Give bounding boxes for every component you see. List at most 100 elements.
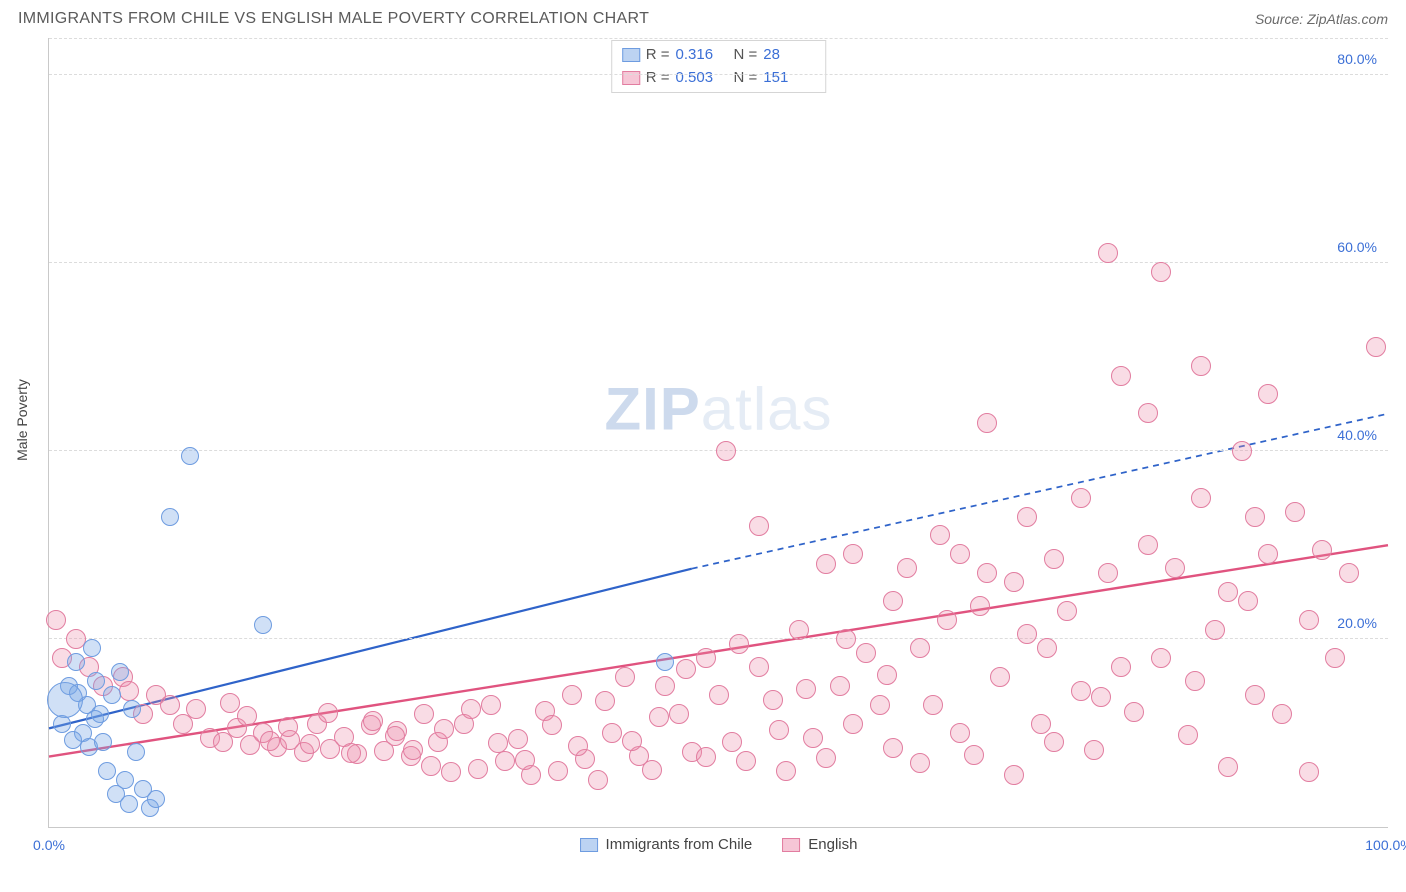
data-point — [548, 761, 568, 781]
data-point — [1185, 671, 1205, 691]
data-point — [897, 558, 917, 578]
data-point — [1071, 681, 1091, 701]
data-point — [385, 726, 405, 746]
data-point — [910, 638, 930, 658]
data-point — [830, 676, 850, 696]
stat-n-english: 151 — [763, 67, 815, 90]
data-point — [870, 695, 890, 715]
watermark: ZIPatlas — [604, 374, 832, 443]
data-point — [1165, 558, 1185, 578]
data-point — [495, 751, 515, 771]
data-point — [568, 736, 588, 756]
data-point — [990, 667, 1010, 687]
data-point — [1178, 725, 1198, 745]
data-point — [111, 663, 129, 681]
data-point — [341, 743, 361, 763]
data-point — [1366, 337, 1386, 357]
data-point — [83, 639, 101, 657]
data-point — [1037, 638, 1057, 658]
data-point — [181, 447, 199, 465]
data-point — [803, 728, 823, 748]
swatch-chile — [622, 48, 640, 62]
stat-label-r: R = — [646, 67, 670, 90]
data-point — [816, 554, 836, 574]
data-point — [1238, 591, 1258, 611]
data-point — [696, 747, 716, 767]
legend-item-chile: Immigrants from Chile — [580, 836, 753, 853]
data-point — [856, 643, 876, 663]
data-point — [186, 699, 206, 719]
data-point — [1098, 563, 1118, 583]
data-point — [562, 685, 582, 705]
data-point — [116, 771, 134, 789]
data-point — [1098, 243, 1118, 263]
stats-row-chile: R = 0.316 N = 28 — [622, 44, 816, 67]
data-point — [1044, 732, 1064, 752]
chart-plot-area: ZIPatlas R = 0.316 N = 28 R = 0.503 N = … — [48, 38, 1388, 828]
data-point — [1111, 366, 1131, 386]
data-point — [318, 703, 338, 723]
data-point — [736, 751, 756, 771]
data-point — [1258, 544, 1278, 564]
legend-label-chile: Immigrants from Chile — [606, 836, 753, 853]
data-point — [1205, 620, 1225, 640]
data-point — [843, 714, 863, 734]
data-point — [1124, 702, 1144, 722]
data-point — [300, 734, 320, 754]
stats-legend: R = 0.316 N = 28 R = 0.503 N = 151 — [611, 40, 827, 93]
data-point — [120, 795, 138, 813]
data-point — [923, 695, 943, 715]
data-point — [1111, 657, 1131, 677]
data-point — [87, 672, 105, 690]
data-point — [1091, 687, 1111, 707]
data-point — [796, 679, 816, 699]
data-point — [789, 620, 809, 640]
data-point — [1031, 714, 1051, 734]
data-point — [441, 762, 461, 782]
data-point — [776, 761, 796, 781]
data-point — [434, 719, 454, 739]
data-point — [836, 629, 856, 649]
data-point — [67, 653, 85, 671]
data-point — [877, 665, 897, 685]
data-point — [421, 756, 441, 776]
data-point — [709, 685, 729, 705]
data-point — [1312, 540, 1332, 560]
data-point — [461, 699, 481, 719]
stat-label-n: N = — [734, 44, 758, 67]
stat-r-english: 0.503 — [676, 67, 728, 90]
data-point — [843, 544, 863, 564]
data-point — [883, 738, 903, 758]
data-point — [220, 693, 240, 713]
data-point — [930, 525, 950, 545]
data-point — [696, 648, 716, 668]
data-point — [161, 508, 179, 526]
data-point — [1258, 384, 1278, 404]
data-point — [722, 732, 742, 752]
y-tick-label: 60.0% — [1334, 239, 1380, 255]
y-tick-label: 20.0% — [1334, 615, 1380, 631]
data-point — [749, 657, 769, 677]
gridline-top — [49, 38, 1388, 39]
data-point — [749, 516, 769, 536]
data-point — [103, 686, 121, 704]
data-point — [123, 700, 141, 718]
data-point — [910, 753, 930, 773]
data-point — [1151, 262, 1171, 282]
data-point — [1245, 685, 1265, 705]
legend-swatch-chile — [580, 838, 598, 852]
stat-label-r: R = — [646, 44, 670, 67]
data-point — [816, 748, 836, 768]
data-point — [414, 704, 434, 724]
data-point — [615, 667, 635, 687]
data-point — [1017, 624, 1037, 644]
data-point — [970, 596, 990, 616]
data-point — [1272, 704, 1292, 724]
data-point — [883, 591, 903, 611]
data-point — [1325, 648, 1345, 668]
chart-header: IMMIGRANTS FROM CHILE VS ENGLISH MALE PO… — [0, 0, 1406, 34]
data-point — [260, 731, 280, 751]
data-point — [950, 723, 970, 743]
data-point — [1218, 757, 1238, 777]
data-point — [1084, 740, 1104, 760]
